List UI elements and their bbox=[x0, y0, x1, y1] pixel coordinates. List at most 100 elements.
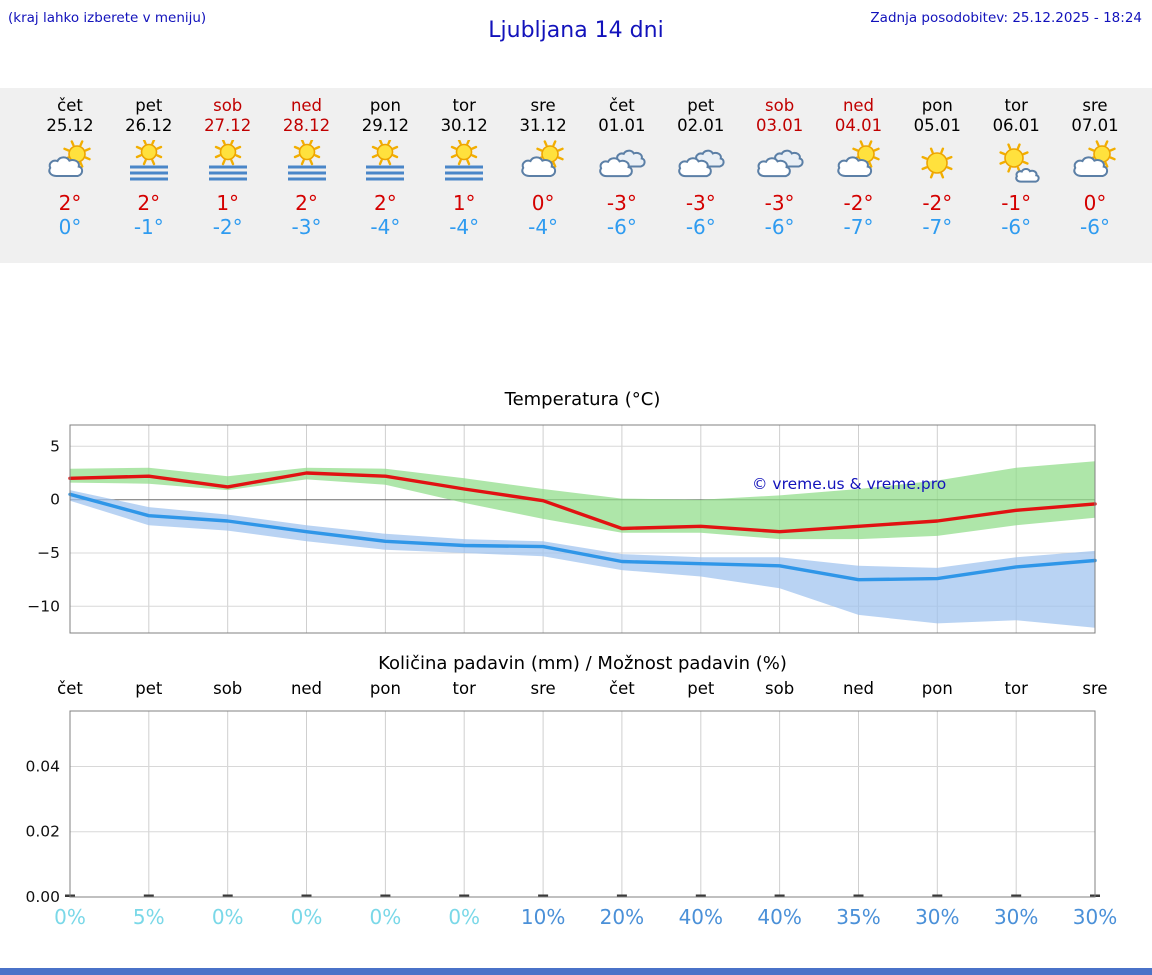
day-column-26.12: pet 26.12 2° -1° bbox=[109, 96, 189, 242]
day-column-01.01: čet 01.01 -3° -6° bbox=[582, 96, 662, 242]
day-date: 30.12 bbox=[440, 116, 488, 135]
day-date: 27.12 bbox=[204, 116, 252, 135]
sun-ray bbox=[214, 145, 221, 150]
precip-day-label: sre bbox=[1082, 679, 1108, 698]
sun-ray bbox=[392, 154, 399, 159]
sun-ray bbox=[392, 145, 399, 150]
sun-ray bbox=[1007, 143, 1012, 150]
precip-percent: 40% bbox=[678, 905, 724, 929]
day-name: sre bbox=[530, 96, 556, 115]
sun-disc bbox=[377, 143, 394, 161]
sun-ray bbox=[873, 147, 880, 152]
sun-ray bbox=[372, 145, 379, 150]
day-name: čet bbox=[57, 96, 83, 115]
cloudy-icon bbox=[740, 138, 820, 188]
cloud-shape bbox=[521, 156, 557, 177]
partly-cloudy-icon bbox=[503, 138, 583, 188]
sun-ray bbox=[859, 140, 864, 147]
cloudy-icon-svg bbox=[678, 149, 725, 178]
precip-day-label: ned bbox=[290, 679, 323, 698]
temperature-chart-title: Temperatura (°C) bbox=[504, 389, 661, 410]
cloudy-icon-svg bbox=[599, 149, 646, 178]
sun-ray bbox=[1109, 156, 1116, 161]
sun-disc bbox=[926, 152, 949, 174]
low-temp: -6° bbox=[764, 215, 795, 239]
day-date: 04.01 bbox=[834, 116, 883, 135]
sun-ray bbox=[1022, 151, 1029, 156]
mostly-sunny-icon bbox=[976, 138, 1056, 188]
low-temp: -2° bbox=[212, 215, 243, 239]
cloud-shape bbox=[756, 157, 791, 178]
sun-ray bbox=[1016, 143, 1021, 150]
sunny-icon bbox=[897, 138, 977, 188]
day-date: 26.12 bbox=[125, 116, 173, 135]
sun-ray bbox=[313, 145, 320, 150]
sun-ray bbox=[466, 138, 471, 145]
precip-day-label: pon bbox=[921, 679, 953, 698]
precip-day-label: pet bbox=[135, 679, 163, 698]
precip-day-label: sre bbox=[530, 679, 556, 698]
sun-ray bbox=[946, 166, 953, 171]
sun-ray bbox=[234, 145, 241, 150]
cloud-shape bbox=[678, 157, 712, 178]
day-name: čet bbox=[609, 96, 635, 115]
precip-y-tick-label: 0.00 bbox=[25, 888, 60, 905]
sun-ray bbox=[1104, 161, 1109, 168]
precip-bar bbox=[695, 894, 706, 897]
day-column-30.12: tor 30.12 1° -4° bbox=[424, 96, 504, 242]
sun-ray bbox=[921, 166, 928, 171]
last-update: Zadnja posodobitev: 25.12.2025 - 18:24 bbox=[870, 10, 1142, 26]
sun-ray bbox=[79, 140, 84, 147]
precip-day-label: pet bbox=[687, 679, 715, 698]
sun-fog-icon bbox=[188, 138, 268, 188]
sun-ray bbox=[313, 154, 320, 159]
high-temp: -3° bbox=[606, 191, 637, 215]
sun-ray bbox=[851, 147, 858, 152]
day-name: pon bbox=[369, 96, 401, 115]
sun-ray bbox=[940, 172, 945, 179]
sun-ray bbox=[1104, 140, 1109, 147]
temperature-chart-svg: 5 0 −5 −10 © vreme.us & vreme.pro bbox=[27, 424, 1097, 634]
precip-day-label: tor bbox=[452, 679, 476, 698]
high-temp: 1° bbox=[216, 191, 240, 215]
min-temperature-band bbox=[70, 490, 1095, 628]
sun-ray bbox=[229, 159, 234, 166]
precip-day-label: sob bbox=[765, 679, 795, 698]
sun-fog-icon bbox=[109, 138, 189, 188]
precip-bar bbox=[616, 894, 627, 897]
temp-y-tick-label: −5 bbox=[37, 544, 60, 562]
high-temp: -3° bbox=[764, 191, 795, 215]
cloud-shape bbox=[1015, 167, 1040, 183]
sun-ray bbox=[142, 159, 147, 166]
day-name: tor bbox=[1004, 96, 1028, 115]
partly-cloudy-icon-svg bbox=[48, 140, 91, 177]
precip-bar bbox=[301, 894, 312, 897]
sun-ray bbox=[1088, 147, 1095, 152]
sun-ray bbox=[457, 159, 462, 166]
precip-bar bbox=[459, 894, 470, 897]
precip-percent: 0% bbox=[448, 905, 481, 929]
sun-ray bbox=[142, 138, 147, 145]
cloud-shape bbox=[599, 157, 633, 178]
sun-fog-icon bbox=[345, 138, 425, 188]
low-temp: -4° bbox=[370, 215, 401, 239]
sun-fog-icon-svg bbox=[129, 138, 168, 181]
partly-cloudy-icon-svg bbox=[1073, 140, 1116, 177]
day-column-31.12: sre 31.12 0° -4° bbox=[503, 96, 583, 242]
sun-ray bbox=[450, 145, 458, 150]
plot-border bbox=[69, 710, 1096, 898]
partly-cloudy-icon-svg bbox=[521, 140, 564, 177]
sun-ray bbox=[214, 154, 221, 159]
day-column-28.12: ned 28.12 2° -3° bbox=[267, 96, 347, 242]
sun-ray bbox=[70, 140, 75, 147]
watermark-link[interactable]: © vreme.us & vreme.pro bbox=[752, 475, 946, 493]
partly-cloudy-icon bbox=[30, 138, 110, 188]
high-temp: 2° bbox=[295, 191, 318, 215]
sun-ray bbox=[135, 154, 142, 159]
sun-ray bbox=[293, 154, 300, 159]
page-title: Ljubljana 14 dni bbox=[488, 18, 664, 43]
sun-ray bbox=[946, 155, 953, 160]
sun-ray bbox=[471, 145, 478, 150]
low-temp: -7° bbox=[843, 215, 874, 239]
cloudy-icon-svg bbox=[756, 149, 804, 178]
